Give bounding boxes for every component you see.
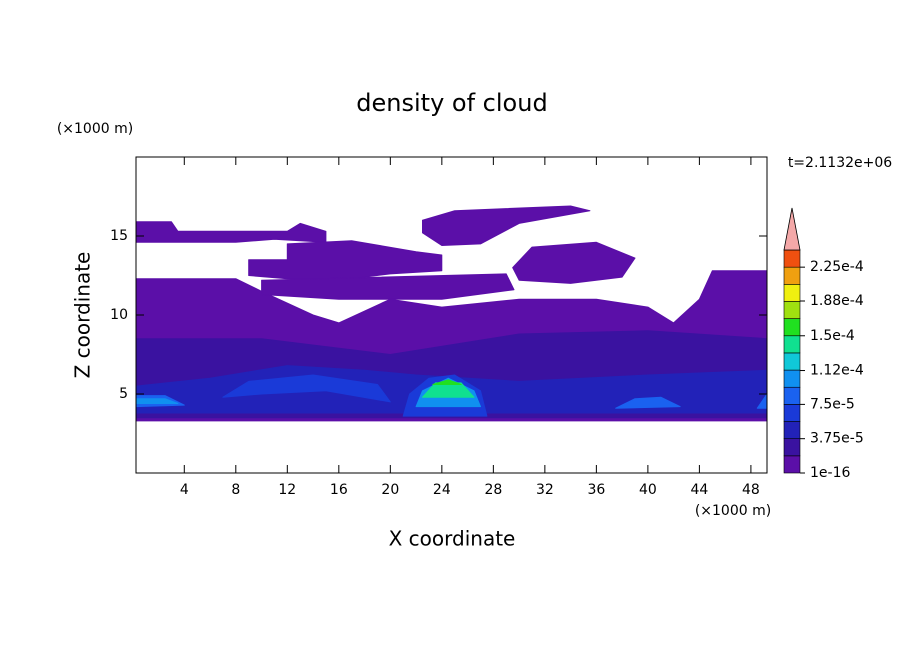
chart-title: density of cloud: [356, 89, 547, 117]
colorbar-tick-label: 1.12e-4: [810, 363, 864, 379]
x-tick-label: 8: [231, 482, 240, 498]
colorbar-band: [783, 369, 801, 388]
x-axis-label: X coordinate: [389, 527, 516, 551]
colorbar-tick-label: 1e-16: [810, 465, 850, 481]
x-tick-label: 32: [536, 482, 554, 498]
contour-region: [422, 205, 591, 246]
x-tick-label: 48: [742, 482, 760, 498]
contour-region: [432, 379, 462, 385]
colorbar-band: [783, 421, 801, 439]
contour-region: [422, 382, 475, 398]
y-tick-label: 10: [110, 307, 128, 323]
annotation: t=2.1132e+06: [788, 155, 892, 171]
colorbar-band: [783, 318, 801, 337]
x-tick-label: 44: [690, 482, 708, 498]
colorbar-band: [783, 266, 801, 285]
colorbar-band: [783, 284, 801, 302]
y-unit: (×1000 m): [57, 121, 133, 137]
y-axis-label: Z coordinate: [71, 252, 95, 379]
colorbar-extend: [783, 207, 801, 251]
colorbar-band: [783, 335, 801, 354]
colorbar-tick-label: 1.5e-4: [810, 328, 855, 344]
contour-region: [248, 240, 443, 280]
y-tick-label: 5: [119, 386, 128, 402]
colorbar-band: [783, 455, 801, 474]
colorbar-tick-label: 2.25e-4: [810, 259, 864, 275]
contour-region: [261, 273, 515, 300]
x-tick-label: 12: [278, 482, 296, 498]
colorbar-band: [783, 438, 801, 457]
x-tick-label: 4: [180, 482, 189, 498]
y-tick-label: 15: [110, 228, 128, 244]
colorbar-band: [783, 386, 801, 405]
colorbar-tick-label: 1.88e-4: [810, 293, 864, 309]
x-tick-label: 40: [639, 482, 657, 498]
x-unit: (×1000 m): [695, 503, 771, 519]
colorbar-band: [783, 249, 801, 268]
colorbar-band: [783, 301, 801, 319]
contour-region: [615, 396, 681, 409]
colorbar-band: [783, 352, 801, 371]
colorbar-tick-label: 7.5e-5: [810, 396, 855, 412]
x-tick-label: 16: [330, 482, 348, 498]
colorbar-band: [783, 404, 801, 422]
colorbar-tick-label: 3.75e-5: [810, 431, 864, 447]
x-tick-label: 28: [484, 482, 502, 498]
contour-region: [222, 374, 391, 403]
x-tick-label: 20: [381, 482, 399, 498]
x-tick-label: 36: [587, 482, 605, 498]
contour-region: [512, 241, 636, 284]
x-tick-label: 24: [433, 482, 451, 498]
contour-region: [135, 221, 327, 243]
